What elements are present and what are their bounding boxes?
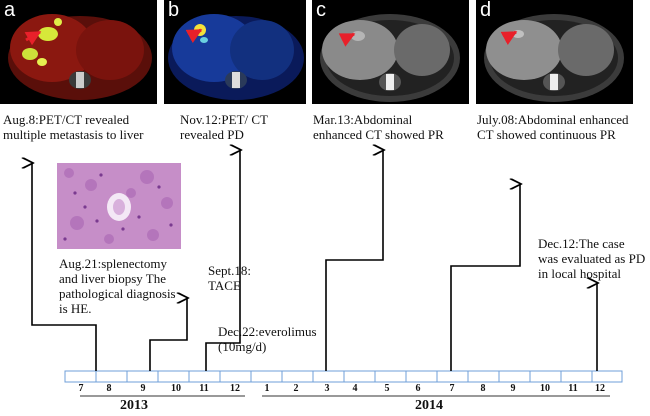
event-jul08: July.08:Abdominal enhanced CT showed con… <box>477 112 629 142</box>
pet-ct-image-b <box>164 0 306 104</box>
month-label: 1 <box>264 383 270 394</box>
ct-image-c <box>312 0 469 104</box>
month-label: 7 <box>449 383 455 394</box>
panel-label-d: d <box>480 0 492 21</box>
timeline-bar <box>64 370 623 383</box>
month-label: 3 <box>324 383 330 394</box>
month-label: 9 <box>510 383 516 394</box>
month-label: 4 <box>352 383 358 394</box>
event-aug8: Aug.8:PET/CT revealed multiple metastasi… <box>3 112 144 142</box>
panel-d-ct: d <box>476 0 633 104</box>
connector-mar13 <box>325 150 383 371</box>
ct-image-d <box>476 0 633 104</box>
month-label: 12 <box>595 383 605 394</box>
month-label: 8 <box>480 383 486 394</box>
month-label: 11 <box>199 383 209 394</box>
year-2014: 2014 <box>415 398 443 413</box>
event-nov12: Nov.12:PET/ CT revealed PD <box>180 112 268 142</box>
panel-label-b: b <box>168 0 180 21</box>
event-aug21: Aug.21:splenectomy and liver biopsy The … <box>59 256 176 316</box>
event-mar13: Mar.13:Abdominal enhanced CT showed PR <box>313 112 444 142</box>
event-sept18: Sept.18: TACE <box>208 263 251 293</box>
month-label: 10 <box>540 383 550 394</box>
month-label: 9 <box>140 383 146 394</box>
month-label: 8 <box>106 383 112 394</box>
event-dec22: Dec.22:everolimus (10mg/d) <box>218 324 317 354</box>
connector-jul08 <box>450 184 520 371</box>
panel-b-pet-ct: b <box>164 0 306 104</box>
month-label: 7 <box>78 383 84 394</box>
month-label: 2 <box>293 383 299 394</box>
panel-a-pet-ct: a <box>0 0 157 104</box>
year-2013: 2013 <box>120 398 148 413</box>
month-label: 10 <box>171 383 181 394</box>
month-label: 12 <box>230 383 240 394</box>
panel-c-ct: c <box>312 0 469 104</box>
month-label: 5 <box>384 383 390 394</box>
month-label: 6 <box>415 383 421 394</box>
pet-ct-image-a <box>0 0 157 104</box>
panel-label-a: a <box>4 0 16 21</box>
event-dec12: Dec.12:The case was evaluated as PD in l… <box>538 236 646 281</box>
histology-micrograph <box>57 163 181 249</box>
month-label: 11 <box>568 383 578 394</box>
panel-label-c: c <box>316 0 326 21</box>
